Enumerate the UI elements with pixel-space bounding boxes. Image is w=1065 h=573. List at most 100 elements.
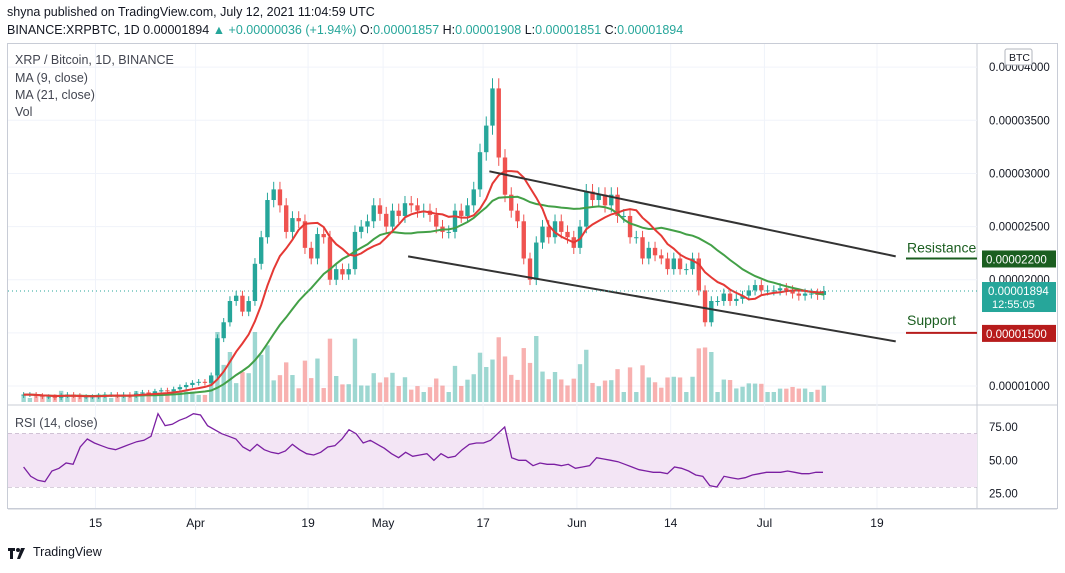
volume-bar bbox=[734, 388, 739, 402]
volume-bar bbox=[33, 394, 39, 402]
volume-bar bbox=[646, 377, 651, 402]
volume-bar bbox=[384, 377, 389, 402]
candle-body bbox=[502, 157, 508, 195]
volume-bar bbox=[446, 392, 451, 402]
volume-bar bbox=[415, 386, 420, 402]
candle-body bbox=[240, 295, 245, 312]
candle-body bbox=[640, 237, 645, 259]
countdown: 12:55:05 bbox=[992, 299, 1035, 311]
volume-bar bbox=[83, 398, 89, 402]
volume-bar bbox=[302, 360, 308, 402]
volume-bar bbox=[440, 385, 445, 402]
candle-body bbox=[359, 226, 364, 232]
volume-bar bbox=[552, 372, 558, 402]
volume-bar bbox=[427, 387, 433, 402]
candle-body bbox=[721, 293, 726, 302]
ma9-line bbox=[23, 170, 824, 398]
candle-body bbox=[734, 298, 739, 302]
volume-bar bbox=[165, 394, 170, 402]
publish-info: shyna published on TradingView.com, July… bbox=[7, 5, 375, 19]
close-value: 0.00001894 bbox=[617, 23, 684, 37]
volume-bar bbox=[396, 385, 401, 402]
volume-bar bbox=[233, 383, 239, 402]
ma21-legend[interactable]: MA (21, close) bbox=[15, 88, 95, 102]
candle-body bbox=[302, 221, 308, 248]
volume-bar bbox=[390, 372, 395, 402]
candle-body bbox=[634, 237, 639, 239]
candle-body bbox=[765, 290, 770, 292]
candle-body bbox=[415, 205, 420, 211]
volume-bar bbox=[652, 382, 658, 402]
candle-body bbox=[146, 392, 151, 394]
candle-body bbox=[759, 285, 764, 291]
volume-bar bbox=[327, 338, 333, 402]
candle-body bbox=[684, 269, 689, 271]
volume-bar bbox=[240, 372, 245, 402]
price-tick-label: 0.00003000 bbox=[989, 168, 1050, 180]
candle-body bbox=[384, 213, 389, 227]
currency-badge-box bbox=[1004, 48, 1033, 66]
candle-body bbox=[796, 293, 802, 296]
volume-bar bbox=[315, 358, 320, 402]
candle-body bbox=[252, 263, 258, 302]
candle-body bbox=[534, 242, 539, 280]
price-tick-label: 0.00002500 bbox=[989, 222, 1050, 234]
tradingview-logo[interactable]: TradingView bbox=[7, 545, 102, 559]
candle-body bbox=[371, 205, 376, 222]
volume-bar bbox=[784, 388, 789, 402]
volume-bar bbox=[321, 388, 326, 402]
time-tick-label: Jun bbox=[567, 516, 586, 530]
open-value: 0.00001857 bbox=[373, 23, 440, 37]
candle-body bbox=[602, 194, 608, 206]
ma9-legend[interactable]: MA (9, close) bbox=[15, 71, 88, 85]
resistance-label: Resistance bbox=[907, 239, 976, 255]
resistance-value-badge bbox=[982, 250, 1056, 268]
candle-body bbox=[290, 218, 295, 232]
candle-body bbox=[446, 231, 451, 233]
volume-bar bbox=[565, 385, 570, 402]
rsi-legend[interactable]: RSI (14, close) bbox=[15, 416, 98, 430]
candle-body bbox=[509, 194, 514, 211]
volume-bar bbox=[802, 388, 808, 402]
last-price-value: 0.00001894 bbox=[988, 286, 1049, 298]
volume-bar bbox=[490, 359, 495, 402]
volume-bar bbox=[684, 392, 689, 402]
volume-bar bbox=[296, 388, 301, 402]
volume-bar bbox=[765, 392, 770, 402]
volume-bar bbox=[190, 391, 195, 402]
volume-bar bbox=[171, 391, 176, 402]
candle-body bbox=[346, 269, 351, 275]
vol-legend[interactable]: Vol bbox=[15, 105, 33, 119]
high-label: H: bbox=[442, 23, 456, 37]
volume-bar bbox=[496, 337, 501, 402]
price-tick-label: 0.00003500 bbox=[989, 115, 1050, 127]
volume-bar bbox=[602, 380, 608, 402]
volume-bar bbox=[796, 388, 802, 402]
candle-body bbox=[727, 293, 733, 302]
time-tick-label: 14 bbox=[664, 516, 678, 530]
time-tick-label: Jul bbox=[757, 516, 772, 530]
volume-bar bbox=[590, 382, 595, 402]
volume-bar bbox=[208, 376, 214, 402]
volume-bar bbox=[746, 383, 752, 402]
candle-body bbox=[471, 189, 476, 206]
volume-bar bbox=[740, 386, 745, 402]
lower-channel-line bbox=[407, 255, 896, 343]
time-tick-label: 19 bbox=[870, 516, 884, 530]
axes: 0.000010000.000015000.000020000.00002500… bbox=[89, 62, 1050, 530]
candle-body bbox=[265, 200, 270, 238]
volume-bar bbox=[515, 379, 520, 402]
candle-body bbox=[740, 295, 745, 299]
volume-bar bbox=[402, 377, 408, 402]
upper-channel-line bbox=[489, 170, 896, 258]
candle-body bbox=[196, 381, 201, 383]
volume-bar bbox=[659, 387, 664, 402]
candle-body bbox=[340, 269, 345, 275]
volume-bar bbox=[559, 379, 564, 402]
candle-body bbox=[52, 396, 58, 398]
candle-body bbox=[590, 191, 595, 201]
volume-bar bbox=[627, 367, 633, 402]
candle-body bbox=[46, 396, 51, 398]
candle-body bbox=[584, 191, 589, 227]
